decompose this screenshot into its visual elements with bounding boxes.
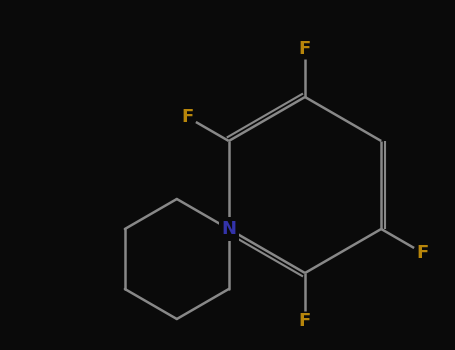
Text: F: F xyxy=(299,40,311,58)
Text: F: F xyxy=(299,312,311,330)
Text: N: N xyxy=(221,220,236,238)
Text: F: F xyxy=(181,108,193,126)
Text: F: F xyxy=(417,244,429,262)
